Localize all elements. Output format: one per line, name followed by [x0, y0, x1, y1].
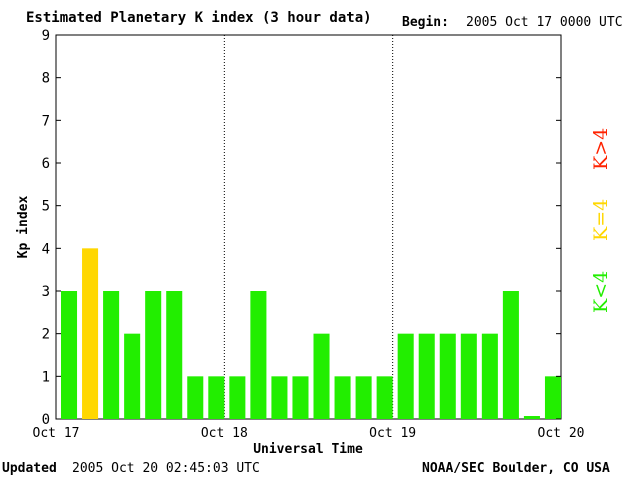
kp-bar — [166, 291, 183, 419]
y-tick-label: 8 — [42, 71, 50, 87]
y-tick-label: 7 — [42, 113, 50, 129]
kp-bar — [124, 333, 141, 419]
x-tick-layer: Oct 17 Oct 18 Oct 19 Oct 20 — [33, 426, 585, 441]
y-tick-label: 0 — [42, 412, 50, 428]
updated-value: 2005 Oct 20 02:45:03 UTC — [72, 461, 260, 476]
chart-title: Estimated Planetary K index (3 hour data… — [26, 10, 372, 26]
legend-k-below-4: K<4 — [590, 270, 612, 314]
kp-bar — [460, 333, 477, 419]
y-tick-label: 5 — [42, 199, 50, 215]
y-tick-label: 4 — [42, 241, 50, 257]
y-tick-layer: 0 1 2 3 4 5 6 7 8 9 — [42, 28, 561, 428]
y-axis-label: Kp index — [16, 196, 31, 259]
day-divider-layer — [223, 35, 394, 419]
kp-bar — [544, 376, 561, 419]
kp-bar — [250, 291, 267, 419]
kp-bar — [355, 376, 372, 419]
y-tick-label: 2 — [42, 327, 50, 343]
legend-k-above-4: K>4 — [590, 127, 612, 171]
kp-bar — [439, 333, 456, 419]
kp-bar — [397, 333, 414, 419]
kp-bar — [103, 291, 120, 419]
x-tick-label: Oct 19 — [369, 426, 416, 441]
y-tick-label: 6 — [42, 156, 50, 172]
kp-bar — [61, 291, 78, 419]
begin-label: Begin: — [402, 15, 449, 30]
updated-label: Updated — [2, 461, 57, 476]
kp-bar — [418, 333, 435, 419]
kp-bar — [376, 376, 393, 419]
kp-bar — [502, 291, 519, 419]
kp-bar — [313, 333, 330, 419]
kp-bar — [82, 248, 99, 419]
kp-bar — [292, 376, 309, 419]
kp-bar — [208, 376, 225, 419]
kp-bar — [481, 333, 498, 419]
source-credit: NOAA/SEC Boulder, CO USA — [422, 461, 610, 476]
kp-bar — [187, 376, 204, 419]
x-tick-label: Oct 20 — [538, 426, 585, 441]
x-tick-label: Oct 18 — [201, 426, 248, 441]
kp-bar — [334, 376, 351, 419]
x-axis-label: Universal Time — [253, 442, 363, 457]
y-tick-label: 3 — [42, 284, 50, 300]
kp-bar — [271, 376, 288, 419]
bar-layer — [61, 248, 561, 419]
kp-bar — [145, 291, 162, 419]
y-tick-label: 9 — [42, 28, 50, 44]
x-tick-label: Oct 17 — [33, 426, 80, 441]
legend-k-equal-4: K=4 — [590, 198, 612, 242]
y-tick-label: 1 — [42, 369, 50, 385]
kp-bar — [229, 376, 246, 419]
kp-bar — [523, 416, 540, 419]
begin-value: 2005 Oct 17 0000 UTC — [466, 15, 623, 30]
